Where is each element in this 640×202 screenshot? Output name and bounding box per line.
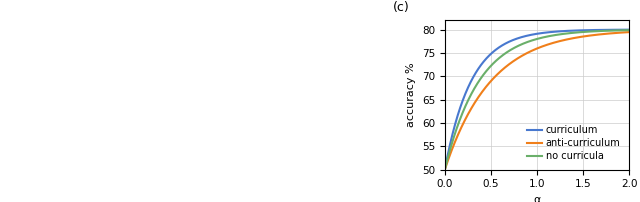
Line: curriculum: curriculum — [445, 30, 629, 170]
anti-curriculum — [529, 49, 536, 52]
curriculum — [530, 33, 538, 36]
Text: (c): (c) — [393, 1, 410, 14]
anti-curriculum — [441, 168, 449, 171]
Line: no curricula: no curricula — [445, 30, 629, 170]
no curricula — [621, 29, 628, 32]
no curricula — [550, 34, 558, 36]
X-axis label: α: α — [533, 195, 541, 202]
anti-curriculum — [592, 34, 600, 36]
no curricula — [625, 29, 633, 31]
no curricula — [530, 39, 538, 41]
Y-axis label: accuracy %: accuracy % — [406, 63, 416, 127]
curriculum — [541, 32, 548, 34]
curriculum — [592, 29, 600, 31]
curriculum — [529, 33, 536, 36]
anti-curriculum — [621, 31, 628, 34]
anti-curriculum — [625, 31, 633, 33]
curriculum — [441, 168, 449, 171]
Line: anti-curriculum: anti-curriculum — [445, 32, 629, 170]
curriculum — [625, 28, 633, 31]
no curricula — [541, 36, 548, 38]
no curricula — [529, 39, 536, 42]
no curricula — [441, 168, 449, 171]
Legend: curriculum, anti-curriculum, no curricula: curriculum, anti-curriculum, no curricul… — [524, 121, 624, 165]
anti-curriculum — [530, 49, 538, 51]
anti-curriculum — [550, 41, 558, 44]
no curricula — [592, 30, 600, 33]
curriculum — [621, 28, 628, 31]
anti-curriculum — [541, 44, 548, 47]
curriculum — [550, 31, 558, 33]
